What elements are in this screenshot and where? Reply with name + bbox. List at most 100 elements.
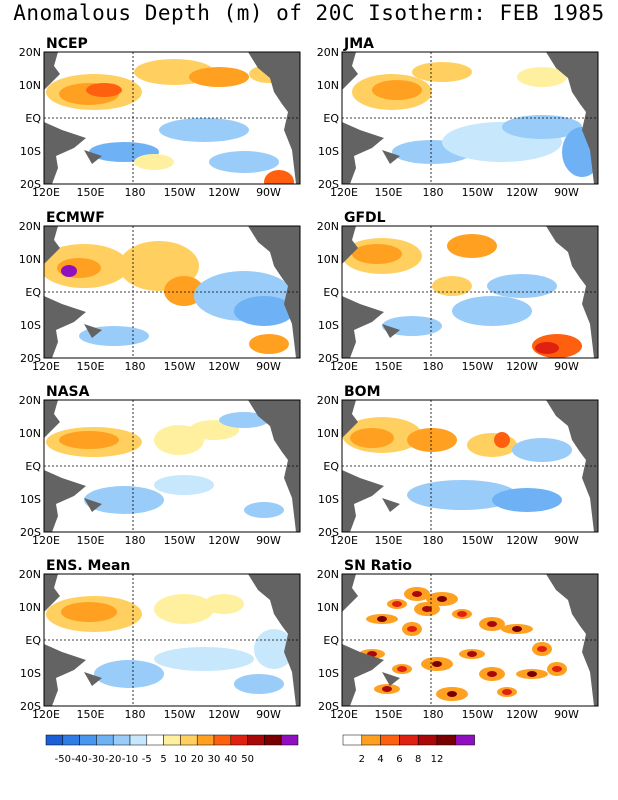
x-tick-label: 150W (462, 708, 494, 721)
y-tick-label: 20N (19, 394, 41, 407)
y-tick-label: EQ (25, 460, 41, 473)
panel-label: NASA (46, 384, 90, 400)
y-tick-label: EQ (323, 112, 339, 125)
x-tick-label: 150E (77, 360, 105, 373)
y-tick-label: 10N (19, 253, 41, 266)
x-tick-label: 180 (125, 534, 146, 547)
legend-label: 4 (377, 754, 383, 765)
y-tick-label: 20S (318, 700, 339, 713)
y-tick-label: 10S (20, 493, 41, 506)
legend-swatch (247, 734, 265, 746)
legend-label: 40 (224, 754, 237, 765)
y-tick-label: 10S (318, 667, 339, 680)
x-tick-label: 90W (256, 708, 281, 721)
x-tick-label: 90W (256, 360, 281, 373)
y-tick-label: 20N (317, 394, 339, 407)
y-tick-label: 10N (19, 427, 41, 440)
y-tick-label: EQ (323, 460, 339, 473)
legend-swatch (196, 734, 215, 746)
y-tick-label: 10S (20, 145, 41, 158)
y-tick-label: 20S (20, 178, 41, 191)
y-tick-label: 10S (20, 667, 41, 680)
anomaly-field (44, 52, 300, 184)
legend-swatch (45, 734, 64, 746)
x-tick-label: 120E (32, 708, 60, 721)
legend-swatch (342, 734, 363, 746)
legend-swatch (62, 734, 80, 746)
legend-label: -10 (122, 754, 138, 765)
x-tick-label: 120W (208, 186, 240, 199)
x-tick-label: 150W (462, 534, 494, 547)
panel-label: SN Ratio (344, 558, 412, 574)
x-tick-label: 120E (330, 708, 358, 721)
x-tick-label: 120E (32, 534, 60, 547)
anomaly-field (342, 574, 598, 706)
y-tick-label: 20S (318, 352, 339, 365)
legend-swatch (180, 734, 198, 746)
y-tick-label: 20N (19, 568, 41, 581)
x-tick-label: 150E (375, 534, 403, 547)
legend-label: 10 (174, 754, 187, 765)
x-tick-label: 120E (330, 186, 358, 199)
x-tick-label: 180 (423, 708, 444, 721)
legend-swatch (163, 734, 181, 746)
legend-swatch (230, 734, 248, 746)
anomaly-field (44, 574, 300, 706)
panel-label: GFDL (344, 210, 386, 226)
x-tick-label: 180 (423, 534, 444, 547)
x-tick-label: 180 (423, 360, 444, 373)
x-tick-label: 150W (164, 708, 196, 721)
y-tick-label: 10S (318, 319, 339, 332)
y-tick-label: 20S (20, 526, 41, 539)
anomaly-field (342, 52, 598, 184)
x-tick-label: 120W (208, 360, 240, 373)
legend-label: 12 (431, 754, 444, 765)
y-tick-label: 10N (317, 79, 339, 92)
y-tick-label: 10S (20, 319, 41, 332)
x-tick-label: 90W (256, 186, 281, 199)
x-tick-label: 150W (462, 360, 494, 373)
y-tick-label: 20N (317, 46, 339, 59)
y-tick-label: 10S (318, 493, 339, 506)
legend-swatch (129, 734, 148, 746)
y-tick-label: 20S (318, 178, 339, 191)
x-tick-label: 120W (506, 360, 538, 373)
x-tick-label: 90W (554, 360, 579, 373)
y-tick-label: 20N (19, 220, 41, 233)
x-tick-label: 150E (375, 708, 403, 721)
legend-label: 50 (241, 754, 254, 765)
x-tick-label: 150E (77, 708, 105, 721)
y-tick-label: 20S (20, 352, 41, 365)
legend-swatch (112, 734, 131, 746)
legend-swatch (79, 734, 97, 746)
legend-label: 5 (160, 754, 166, 765)
x-tick-label: 90W (554, 186, 579, 199)
legend-swatch (213, 734, 232, 746)
y-tick-label: EQ (25, 286, 41, 299)
x-tick-label: 150W (462, 186, 494, 199)
anomaly-field (342, 400, 598, 532)
y-tick-label: 20S (318, 526, 339, 539)
x-tick-label: 150E (77, 186, 105, 199)
x-tick-label: 90W (256, 534, 281, 547)
x-tick-label: 120E (330, 534, 358, 547)
legend-label: 6 (396, 754, 402, 765)
x-tick-label: 150E (375, 186, 403, 199)
y-tick-label: 20S (20, 700, 41, 713)
legend-swatch (361, 734, 381, 746)
legend-label: 30 (208, 754, 221, 765)
y-tick-label: 10N (317, 601, 339, 614)
panel-label: ENS. Mean (46, 558, 130, 574)
color-legends: -50 -40 -30 -20 -10 -5 5 10 20 30 40 50 2 4 6 8 12 (45, 734, 475, 765)
y-tick-label: EQ (25, 112, 41, 125)
x-tick-label: 180 (125, 708, 146, 721)
x-tick-label: 90W (554, 708, 579, 721)
x-tick-label: 120W (506, 186, 538, 199)
legend-label: -5 (142, 754, 152, 765)
